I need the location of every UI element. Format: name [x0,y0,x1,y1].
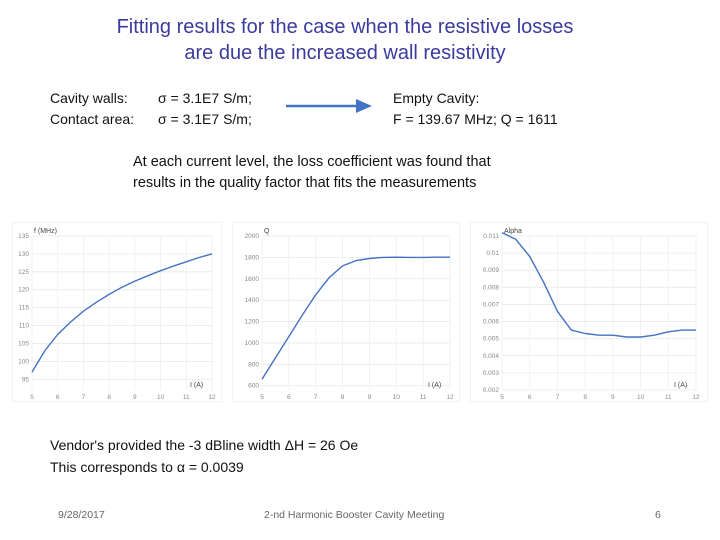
y-tick-label: 100 [18,358,29,365]
empty-cavity-values: F = 139.67 MHz; Q = 1611 [393,111,558,127]
vendor-line-1: Vendor's provided the -3 dBline width ΔH… [50,437,359,453]
x-tick-label: 9 [611,394,615,401]
y-tick-label: 0.003 [483,370,500,377]
y-tick-label: 600 [248,383,259,390]
y-tick-label: 135 [18,233,29,240]
y-tick-label: 0.009 [483,267,500,274]
y-tick-label: 1200 [245,319,260,326]
y-tick-label: 0.002 [483,387,500,394]
y-tick-label: 95 [22,376,30,383]
y-tick-label: 0.005 [483,336,500,343]
y-axis-label: Alpha [504,228,522,235]
y-tick-label: 115 [19,305,30,312]
cavity-walls-row: Cavity walls: [50,88,134,109]
right-arrow-icon [286,99,372,113]
x-tick-label: 10 [157,394,165,401]
y-tick-label: 0.011 [483,233,499,240]
x-tick-label: 5 [260,394,264,401]
frequency-chart: 95 100 105 110 115 120 125 130 135 5 6 7 8 9 10 11 12 f (… [12,222,222,402]
x-axis-label: I (A) [674,382,687,389]
y-tick-label: 125 [18,269,29,276]
fit-note-line-2: results in the quality factor that fits … [133,175,477,191]
y-tick-label: 0.007 [483,301,500,308]
y-tick-label: 105 [18,340,29,347]
y-tick-label: 1800 [245,254,260,261]
x-tick-label: 11 [665,394,672,401]
title-line-2: are due the increased wall resistivity [184,42,506,64]
series-line [501,231,696,338]
chart-frame [470,222,708,402]
fit-note-line-1: At each current level, the loss coeffici… [133,154,491,170]
x-tick-label: 6 [56,394,60,401]
x-tick-label: 6 [528,394,532,401]
x-tick-label: 12 [446,394,454,401]
x-tick-label: 12 [692,394,700,401]
cavity-walls-label: Cavity walls: [50,90,128,106]
empty-cavity: Empty Cavity: F = 139.67 MHz; Q = 1611 [393,88,558,130]
vendor-note: Vendor's provided the -3 dBline width ΔH… [50,434,358,478]
y-tick-label: 130 [18,251,29,258]
x-tick-label: 5 [500,394,504,401]
y-tick-label: 2000 [245,233,260,240]
y-tick-label: 1600 [245,276,260,283]
contact-area-label: Contact area: [50,111,135,127]
y-tick-label: 0.01 [486,250,499,257]
x-tick-label: 7 [314,394,318,401]
alpha-chart: 0.002 0.003 0.004 0.005 0.006 0.007 0.008 0.009… [470,222,708,402]
wall-labels: Cavity walls: Contact area: [50,88,134,130]
y-tick-label: 110 [19,323,30,330]
y-tick-label: 0.006 [483,319,500,326]
quality-factor-chart-svg: 600 800 1000 1200 1400 1600 1800 2000 5 6 7 8 9 10 11 1… [232,222,460,402]
y-tick-label: 1400 [245,297,260,304]
y-axis-label: f (MHz) [34,228,57,235]
y-tick-label: 0.004 [483,353,500,360]
x-tick-label: 5 [30,394,34,401]
footer-meeting: 2-nd Harmonic Booster Cavity Meeting [264,509,445,521]
y-axis-label: Q [264,228,270,235]
frequency-chart-svg: 95 100 105 110 115 120 125 130 135 5 6 7 8 9 10 11 12 f (… [12,222,222,402]
footer-page-number: 6 [655,509,661,521]
quality-factor-chart: 600 800 1000 1200 1400 1600 1800 2000 5 6 7 8 9 10 11 1… [232,222,460,402]
chart-frame [232,222,460,402]
x-tick-label: 10 [637,394,645,401]
x-tick-label: 8 [583,394,587,401]
x-tick-label: 9 [133,394,137,401]
x-tick-label: 7 [82,394,86,401]
x-tick-label: 8 [341,394,345,401]
x-tick-label: 12 [208,394,216,401]
y-tick-label: 800 [248,361,259,368]
chart-frame [12,222,222,402]
y-tick-label: 0.008 [483,284,500,291]
fit-note: At each current level, the loss coeffici… [133,152,491,194]
x-tick-label: 9 [368,394,372,401]
footer-date: 9/28/2017 [58,509,105,521]
wall-values: σ = 3.1E7 S/m; σ = 3.1E7 S/m; [158,88,252,130]
y-tick-label: 1000 [245,340,260,347]
x-axis-label: I (A) [190,382,203,389]
x-tick-label: 6 [287,394,291,401]
x-axis-label: I (A) [428,382,441,389]
empty-cavity-heading: Empty Cavity: [393,90,480,106]
contact-area-value: σ = 3.1E7 S/m; [158,111,252,127]
x-tick-label: 10 [393,394,401,401]
alpha-chart-svg: 0.002 0.003 0.004 0.005 0.006 0.007 0.008 0.009… [470,222,708,402]
x-tick-label: 11 [183,394,190,401]
cavity-walls-value: σ = 3.1E7 S/m; [158,90,252,106]
title-line-1: Fitting results for the case when the re… [116,16,574,38]
x-tick-label: 8 [107,394,111,401]
series-line [261,256,450,380]
series-line [31,253,213,373]
x-tick-label: 7 [556,394,560,401]
vendor-line-2: This corresponds to α = 0.0039 [50,459,244,475]
x-tick-label: 11 [420,394,427,401]
contact-area-row: Contact area: [50,109,134,130]
slide-title: Fitting results for the case when the re… [60,14,630,66]
y-tick-label: 120 [18,287,29,294]
